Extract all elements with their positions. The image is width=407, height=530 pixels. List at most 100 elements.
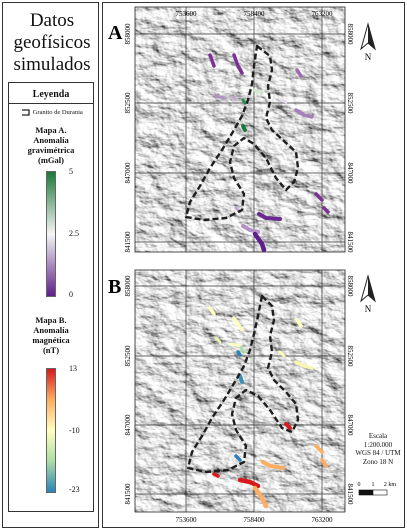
survey-line [252, 88, 264, 95]
scale-bar: 0 1 2 km [358, 482, 396, 496]
scale-line: Escala [368, 432, 388, 440]
survey-line [252, 485, 269, 509]
legend-divider [9, 103, 93, 104]
gravity-min-label: 0 [69, 290, 73, 299]
legend-heading: Leyenda [32, 89, 70, 100]
x-tick-label: 753600 [176, 516, 198, 524]
map-b-title-line: Mapa B. [35, 315, 67, 325]
survey-line [208, 53, 216, 68]
scale-line: Zono 18 N [362, 457, 394, 466]
panel-b-x-ticks: 753600 758400 763200 [176, 516, 334, 524]
y-tick-label: 858000 [346, 276, 354, 298]
map-a-title-line: Anomalía [33, 135, 69, 145]
north-arrow-half [368, 24, 375, 49]
map-a-title-line: Mapa A. [35, 125, 67, 135]
panel-b-survey-lines [208, 306, 328, 509]
survey-line [230, 95, 237, 101]
survey-line [230, 342, 242, 348]
survey-line [241, 98, 247, 105]
boundary-symbol-icon [22, 109, 30, 116]
x-tick-label: 758400 [244, 10, 266, 18]
panel-b-y-ticks-left: 858000 852500 847000 841500 [124, 275, 132, 505]
y-tick-label: 858000 [124, 23, 132, 45]
legend-boundary-label: Granito de Durania [32, 109, 83, 116]
gravity-mid-label: 2.5 [69, 229, 79, 238]
panel-b-border [134, 269, 346, 513]
survey-line [280, 98, 288, 104]
y-tick-label: 852500 [346, 93, 354, 115]
x-tick-label: 763200 [312, 10, 334, 18]
map-b-title-line: Anomalía [33, 325, 69, 335]
y-tick-label: 847000 [346, 415, 354, 437]
legend-boundary-item: Granito de Durania [21, 109, 83, 116]
panel-b-grid [135, 270, 345, 512]
survey-line [257, 212, 282, 221]
x-tick-label: 758400 [244, 516, 266, 524]
survey-line [294, 360, 314, 370]
survey-line [314, 444, 324, 454]
survey-line [237, 477, 261, 489]
map-title: Datos geofísicos simulados [6, 10, 98, 76]
title-line-3: simulados [13, 54, 91, 75]
survey-line [295, 318, 303, 328]
scale-tick: 0 [358, 482, 361, 488]
survey-line [294, 108, 314, 119]
survey-line [261, 460, 285, 470]
panel-a-letter: A [108, 22, 123, 44]
survey-line [295, 68, 303, 78]
y-tick-label: 847000 [124, 162, 132, 184]
magnetic-min-label: -23 [69, 485, 80, 494]
y-tick-label: 841500 [124, 231, 132, 253]
y-tick-label: 841500 [124, 483, 132, 505]
survey-line [314, 192, 324, 202]
survey-line [232, 53, 244, 75]
map-b-title-line: (nT) [42, 345, 60, 355]
map-b-title-line: magnética [32, 335, 70, 345]
north-arrow-b: N [360, 274, 376, 314]
y-tick-label: 858000 [124, 275, 132, 297]
panel-a-border [134, 6, 346, 253]
map-a-title-line: gravimétrica [27, 145, 75, 155]
north-label: N [365, 52, 372, 62]
title-line-2: geofísicos [13, 32, 91, 53]
granite-boundary [184, 44, 300, 222]
y-tick-label: 852500 [346, 346, 354, 368]
gravity-max-label: 5 [69, 167, 73, 176]
legend-map-b-title: Mapa B. Anomalía magnética (nT) [9, 315, 93, 355]
survey-line [284, 422, 292, 430]
survey-line [322, 206, 330, 214]
legend-box: Leyenda Granito de Durania Mapa A. Anoma… [8, 82, 94, 512]
scale-info: Escala 1:200.000 WGS 84 / UTM Zono 18 N [352, 432, 404, 466]
survey-line [239, 346, 246, 354]
maps-frame [102, 2, 405, 528]
x-tick-label: 763200 [312, 516, 334, 524]
map-a-title-line: (mGal) [38, 155, 64, 165]
panel-a-survey-lines [208, 53, 330, 253]
panel-b-relief [135, 270, 345, 512]
legend-map-a-title: Mapa A. Anomalía gravimétrica (mGal) [9, 125, 93, 165]
panel-b: B 753600 758400 763200 858000 852500 847… [108, 269, 354, 524]
panel-a-y-ticks-left: 858000 852500 847000 841500 [124, 23, 132, 253]
survey-line [241, 124, 247, 132]
scale-segment [358, 489, 374, 496]
survey-line [278, 350, 286, 358]
gravity-colorbar [46, 171, 56, 297]
y-tick-label: 841500 [346, 232, 354, 254]
north-arrow-half [368, 276, 375, 301]
panel-a-x-ticks: 753600 758400 763200 [176, 10, 334, 18]
panel-a-grid [135, 7, 345, 252]
scale-tick: 1 [372, 482, 375, 488]
survey-line [234, 454, 242, 462]
survey-line [214, 336, 222, 344]
magnetic-colorbar [46, 368, 56, 493]
survey-line [320, 458, 328, 468]
y-tick-label: 841500 [346, 484, 354, 506]
survey-line [208, 306, 216, 316]
north-arrow-a: N [360, 22, 376, 62]
survey-line [214, 94, 226, 100]
survey-line [212, 472, 220, 478]
survey-line [241, 224, 260, 234]
panel-a-y-ticks-right: 858000 852500 847000 841500 [346, 24, 354, 254]
scale-line: WGS 84 / UTM [355, 449, 401, 457]
panel-b-letter: B [108, 276, 121, 298]
